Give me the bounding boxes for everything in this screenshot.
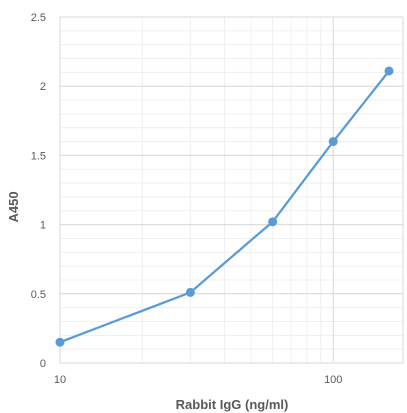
data-point <box>328 137 338 147</box>
grid <box>59 16 404 364</box>
x-tick-label: 10 <box>54 374 66 386</box>
y-tick-label: 0.5 <box>31 289 46 301</box>
y-tick-label: 2.5 <box>31 12 46 24</box>
y-axis-ticks: 0 0.5 1 1.5 2 2.5 <box>31 12 46 370</box>
data-series <box>55 66 394 347</box>
x-axis-title: Rabbit IgG (ng/ml) <box>176 397 289 412</box>
data-point <box>384 66 394 76</box>
y-tick-label: 1 <box>40 220 46 232</box>
y-tick-label: 1.5 <box>31 150 46 162</box>
y-axis-title: A450 <box>6 191 21 222</box>
y-tick-label: 2 <box>40 81 46 93</box>
data-point <box>268 217 278 227</box>
y-tick-label: 0 <box>40 358 46 370</box>
data-point <box>55 337 65 347</box>
data-point <box>185 287 195 297</box>
x-axis-ticks: 10 100 <box>54 374 343 386</box>
x-tick-label: 100 <box>324 374 342 386</box>
